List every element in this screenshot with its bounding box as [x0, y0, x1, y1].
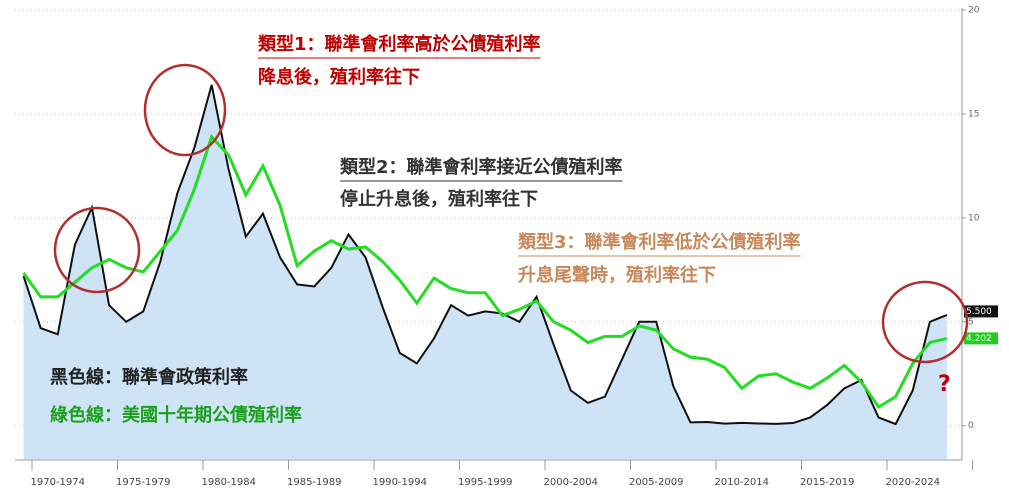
y-tick-label: 5: [968, 317, 974, 327]
x-tick-label: 1995-1999: [458, 477, 513, 488]
x-tick-label: 1975-1979: [116, 477, 171, 488]
annotation: 升息尾聲時，殖利率往下: [518, 264, 716, 286]
x-tick-label: 2015-2019: [800, 477, 855, 488]
annotation: 類型3：聯準會利率低於公債殖利率: [517, 231, 801, 253]
y-tick-label: 10: [968, 213, 980, 223]
line: [22, 84, 948, 426]
highlight-circle: [143, 63, 227, 157]
x-tick-label: 1990-1994: [372, 477, 427, 488]
end-value-box: [964, 305, 998, 318]
y-tick-label: 20: [968, 6, 980, 16]
y-tick-label: 15: [968, 109, 979, 119]
annotation: ?: [938, 372, 951, 397]
legend-label: 綠色線：美國十年期公債殖利率: [50, 404, 302, 426]
area: [23, 84, 947, 459]
end-value-label: 4.202: [966, 334, 992, 344]
annotation: 類型2：聯準會利率接近公債殖利率: [339, 156, 623, 178]
annotation: 降息後，殖利率往下: [258, 66, 420, 88]
x-tick-label: 1980-1984: [201, 477, 256, 488]
highlight-circle: [53, 206, 141, 294]
x-tick-label: 1985-1989: [287, 477, 342, 488]
highlight-circle: [881, 280, 969, 364]
x-tick-label: 2005-2009: [629, 477, 684, 488]
x-tick-label: 2010-2014: [714, 477, 769, 488]
end-value-box: [964, 332, 998, 345]
x-tick-label: 2000-2004: [543, 477, 598, 488]
annotation: 停止升息後，殖利率往下: [340, 188, 538, 210]
x-tick-label: 1970-1974: [30, 477, 85, 488]
y-tick-label: 0: [968, 421, 974, 431]
end-value-label: 5.500: [966, 307, 992, 317]
x-tick-label: 2020-2024: [885, 477, 940, 488]
line: [22, 133, 948, 410]
legend-label: 黑色線：聯準會政策利率: [50, 366, 248, 388]
annotation: 類型1：聯準會利率高於公債殖利率: [257, 33, 541, 55]
